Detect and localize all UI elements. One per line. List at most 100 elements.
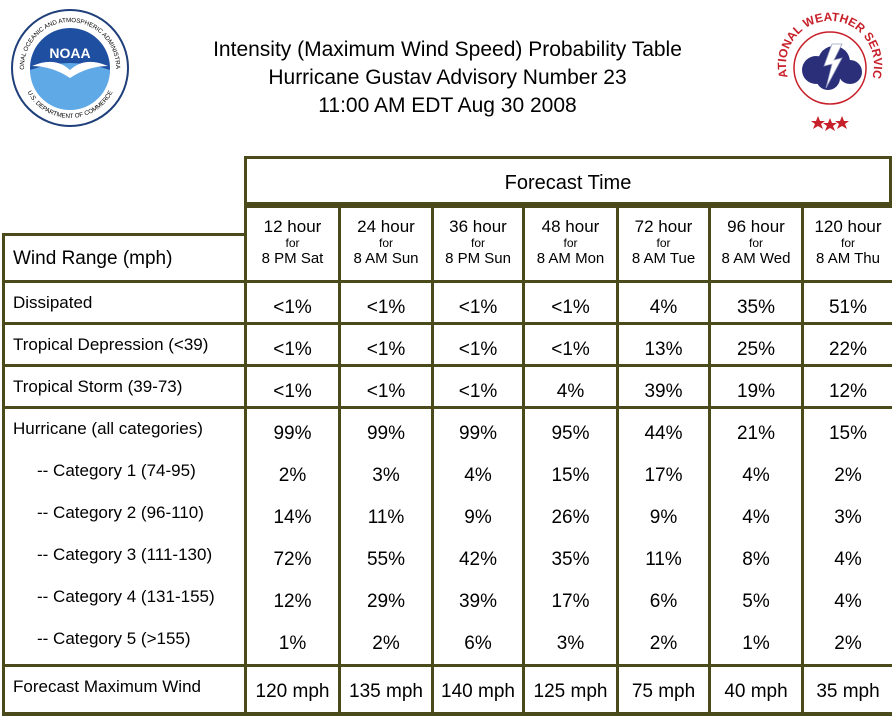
row-label: -- Category 1 (74-95) xyxy=(37,461,196,480)
value-cell: 22% xyxy=(804,325,892,364)
row-label: Tropical Depression (<39) xyxy=(13,335,209,354)
table-value: 4% xyxy=(742,507,770,528)
table-value: 4% xyxy=(834,591,862,612)
value-cell: 35 mph xyxy=(804,667,892,712)
value-cell: 13% xyxy=(619,325,708,364)
table-value: 13% xyxy=(644,339,683,360)
star-icon xyxy=(811,116,825,129)
value-cell: 135 mph xyxy=(341,667,431,712)
table-value: <1% xyxy=(273,339,312,360)
forecast-time-label: Forecast Time xyxy=(504,172,632,194)
noaa-logo-text: NOAA xyxy=(49,45,90,61)
table-value: 4% xyxy=(742,465,770,486)
forecast-time-header: Forecast Time xyxy=(247,159,889,202)
table-value: 5% xyxy=(742,591,770,612)
table-value: <1% xyxy=(366,339,406,360)
column-hours: 120 hour xyxy=(814,217,882,236)
value-cell: <1% xyxy=(525,283,616,322)
table-value: 8% xyxy=(742,549,770,570)
column-for: for xyxy=(470,236,485,250)
value-cell: 39% xyxy=(619,367,708,406)
table-value: <1% xyxy=(458,381,498,402)
column-hours: 48 hour xyxy=(541,217,600,236)
value-cell: <1% xyxy=(525,325,616,364)
table-value: 72% xyxy=(273,549,312,570)
value-cell: 99% 2% 14% 72% 12% 1% xyxy=(247,409,338,664)
table-value: 35 mph xyxy=(816,681,880,702)
title-line-2: Hurricane Gustav Advisory Number 23 xyxy=(268,66,627,89)
table-value: 14% xyxy=(273,507,312,528)
table-value: <1% xyxy=(551,339,590,360)
table-value: 95% xyxy=(551,423,590,444)
column-for: for xyxy=(378,236,393,250)
value-cell: 51% xyxy=(804,283,892,322)
table-value: 3% xyxy=(556,633,585,654)
table-value: 12% xyxy=(273,591,312,612)
table-value: 21% xyxy=(736,423,776,444)
row-label: -- Category 4 (131-155) xyxy=(37,587,215,606)
column-for: for xyxy=(748,236,763,250)
table-value: 15% xyxy=(828,423,868,444)
table-value: 9% xyxy=(649,507,678,528)
column-header: 12 hour for 8 PM Sat xyxy=(247,208,338,280)
value-cell: <1% xyxy=(341,325,431,364)
value-cell: 12% xyxy=(804,367,892,406)
table-value: 25% xyxy=(736,339,776,360)
column-header: 120 hour for 8 AM Thu xyxy=(804,208,892,280)
value-cell: 75 mph xyxy=(619,667,708,712)
row-label: -- Category 5 (>155) xyxy=(37,629,191,648)
table-value: 3% xyxy=(834,507,862,528)
table-value: 2% xyxy=(278,465,307,486)
column-header: 36 hour for 8 PM Sun xyxy=(434,208,522,280)
table-value: 1% xyxy=(742,633,770,654)
column-hours: 96 hour xyxy=(727,217,785,236)
column-for: for xyxy=(285,236,300,250)
value-cell: 15% 2% 3% 4% 4% 2% xyxy=(804,409,892,664)
table-value: 125 mph xyxy=(533,681,608,702)
table-value: 75 mph xyxy=(631,681,696,702)
table-value: 11% xyxy=(367,507,405,528)
table-value: 6% xyxy=(649,591,678,612)
table-value: 51% xyxy=(828,297,868,318)
table-value: 120 mph xyxy=(255,681,330,702)
column-for: for xyxy=(563,236,578,250)
header: NOAA NATIONAL OCEANIC AND ATMOSPHERIC AD… xyxy=(0,0,895,150)
column-hours: 72 hour xyxy=(634,217,693,236)
value-cell: 140 mph xyxy=(434,667,522,712)
row-label-cell: Forecast Maximum Wind xyxy=(5,667,244,712)
table-value: <1% xyxy=(366,381,406,402)
column-when: 8 AM Wed xyxy=(721,250,791,267)
table-value: 1% xyxy=(278,633,307,654)
table-value: 4% xyxy=(556,381,585,402)
table-value: 22% xyxy=(828,339,868,360)
row-label-cell: Tropical Depression (<39) xyxy=(5,325,244,364)
table-value: 99% xyxy=(458,423,498,444)
table-value: 11% xyxy=(645,549,682,570)
value-cell: <1% xyxy=(341,283,431,322)
column-when: 8 AM Thu xyxy=(816,250,880,267)
value-cell: 44% 17% 9% 11% 6% 2% xyxy=(619,409,708,664)
table-value: <1% xyxy=(458,339,498,360)
value-cell: <1% xyxy=(341,367,431,406)
column-when: 8 AM Sun xyxy=(353,250,419,267)
wind-range-label: Wind Range (mph) xyxy=(13,248,173,269)
table-value: 9% xyxy=(464,507,492,528)
row-label: -- Category 2 (96-110) xyxy=(37,503,204,522)
table-value: 17% xyxy=(644,465,683,486)
table-value: 3% xyxy=(372,465,400,486)
value-cell: 125 mph xyxy=(525,667,616,712)
table-value: <1% xyxy=(458,297,498,318)
table-value: 4% xyxy=(834,549,862,570)
table-value: 35% xyxy=(736,297,776,318)
column-when: 8 AM Mon xyxy=(536,250,605,267)
star-icon xyxy=(835,116,849,129)
table-value: 2% xyxy=(834,465,862,486)
noaa-logo: NOAA NATIONAL OCEANIC AND ATMOSPHERIC AD… xyxy=(10,8,129,127)
value-cell: 99% 3% 11% 55% 29% 2% xyxy=(341,409,431,664)
column-hours: 24 hour xyxy=(357,217,415,236)
row-label-cell: Tropical Storm (39-73) xyxy=(5,367,244,406)
row-label: Tropical Storm (39-73) xyxy=(13,377,183,396)
table-value: 19% xyxy=(736,381,776,402)
column-header: 72 hour for 8 AM Tue xyxy=(619,208,708,280)
value-cell: 99% 4% 9% 42% 39% 6% xyxy=(434,409,522,664)
